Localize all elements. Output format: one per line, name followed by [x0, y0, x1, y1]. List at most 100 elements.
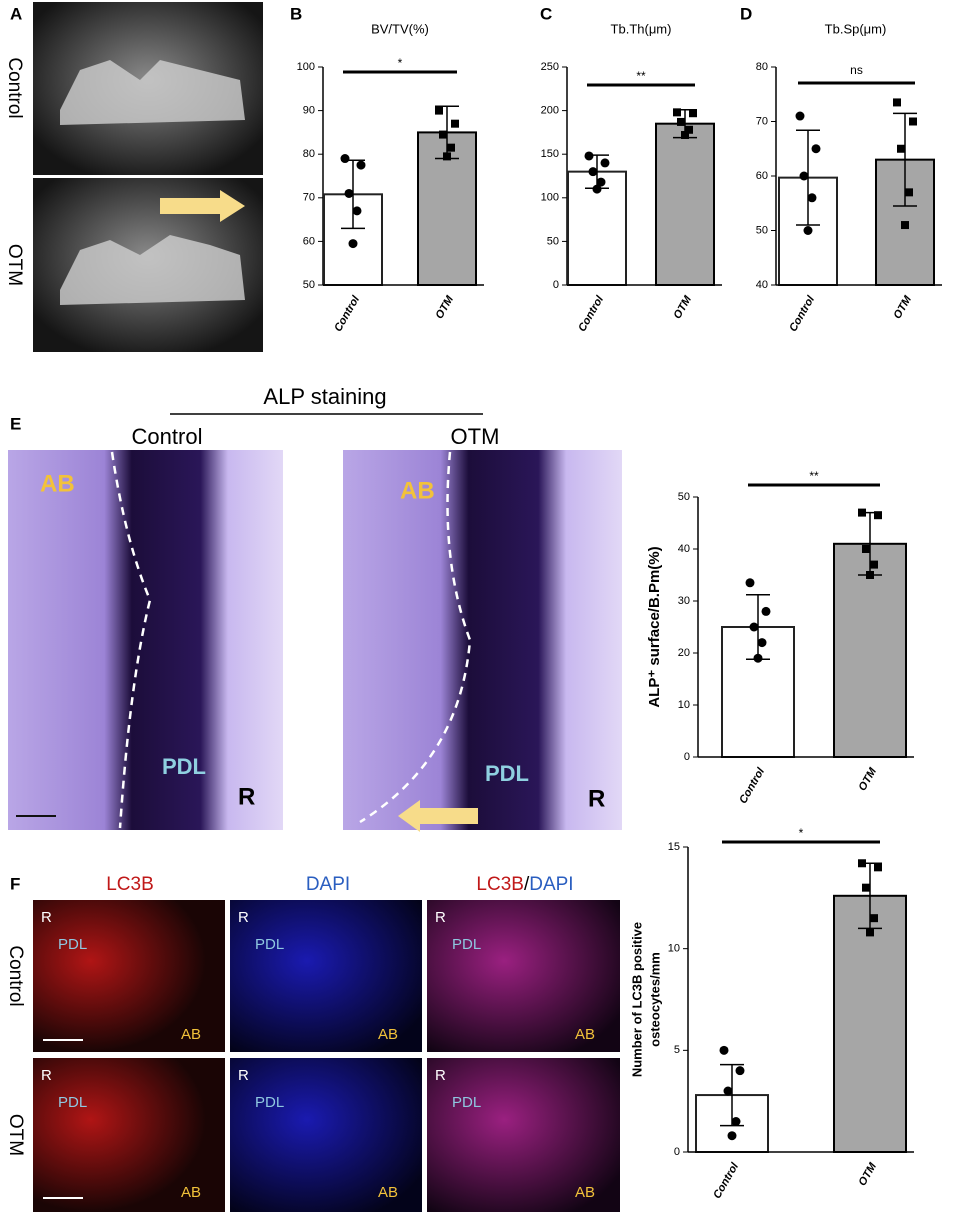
- data-point: [727, 1131, 737, 1141]
- data-point: [893, 98, 901, 107]
- y-tick-label: 15: [668, 841, 680, 853]
- image-label: AB: [575, 1026, 595, 1043]
- data-point: [600, 158, 610, 168]
- data-point: [795, 111, 805, 121]
- image-label: R: [41, 909, 52, 926]
- data-point: [719, 1045, 729, 1055]
- significance: **: [809, 469, 819, 483]
- image-label: PDL: [485, 761, 529, 786]
- y-tick-label: 5: [674, 1044, 680, 1056]
- data-point: [870, 560, 878, 569]
- panel-letter: E: [10, 414, 21, 433]
- data-point: [681, 131, 689, 140]
- data-point: [874, 511, 882, 520]
- x-tick-label: OTM: [671, 293, 694, 321]
- section-title: ALP staining: [263, 384, 386, 409]
- image-label: R: [435, 909, 446, 926]
- significance: ns: [850, 63, 863, 77]
- y-tick-label: 100: [297, 61, 315, 73]
- data-point: [897, 144, 905, 153]
- x-tick-label: Control: [711, 1160, 741, 1201]
- x-tick-label: OTM: [433, 293, 456, 321]
- y-axis-label: Number of LC3B positive: [629, 922, 644, 1077]
- image-label: AB: [378, 1184, 398, 1201]
- column-header: DAPI: [306, 874, 350, 895]
- data-point: [803, 226, 813, 235]
- data-point: [909, 117, 917, 126]
- image-label: R: [41, 1067, 52, 1084]
- image-label: PDL: [162, 754, 206, 779]
- data-point: [689, 109, 697, 118]
- y-tick-label: 80: [756, 61, 768, 73]
- y-tick-label: 150: [541, 148, 559, 160]
- y-axis-label: ALP⁺ surface/B.Pm(%): [646, 546, 663, 707]
- data-point: [866, 928, 874, 937]
- bar: [655, 122, 715, 287]
- x-tick-label: OTM: [856, 1160, 879, 1188]
- y-tick-label: 70: [303, 192, 315, 204]
- group-label: OTM: [451, 424, 500, 449]
- group-label: Control: [132, 424, 203, 449]
- y-tick-label: 90: [303, 105, 315, 117]
- data-point: [749, 622, 759, 632]
- x-tick-label: Control: [787, 293, 817, 334]
- panel-letter: D: [740, 4, 752, 23]
- column-header: LC3B/DAPI: [476, 874, 573, 895]
- y-tick-label: 0: [684, 751, 690, 763]
- data-point: [447, 143, 455, 152]
- panel-letter: F: [10, 874, 20, 893]
- y-tick-label: 50: [303, 279, 315, 291]
- x-tick-label: Control: [576, 293, 606, 334]
- data-point: [723, 1086, 733, 1096]
- row-label: Control: [4, 57, 25, 118]
- data-point: [352, 206, 362, 216]
- data-point: [451, 119, 459, 128]
- y-tick-label: 50: [547, 235, 559, 247]
- image-label: PDL: [255, 1094, 284, 1111]
- data-point: [870, 914, 878, 923]
- data-point: [443, 152, 451, 161]
- x-tick-label: Control: [332, 293, 362, 334]
- data-point: [731, 1117, 741, 1126]
- y-tick-label: 60: [756, 170, 768, 182]
- data-point: [673, 108, 681, 117]
- image-label: R: [238, 1067, 249, 1084]
- y-tick-label: 0: [553, 279, 559, 291]
- y-axis-label: osteocytes/mm: [647, 952, 662, 1047]
- data-point: [901, 221, 909, 230]
- data-point: [435, 106, 443, 115]
- y-tick-label: 10: [668, 943, 680, 955]
- data-point: [340, 154, 350, 164]
- header-part: /: [524, 874, 530, 895]
- data-point: [858, 508, 866, 517]
- data-point: [811, 144, 821, 154]
- data-point: [874, 863, 882, 872]
- chart-title: Tb.Sp(μm): [825, 21, 887, 36]
- y-tick-label: 50: [756, 224, 768, 236]
- image-label: PDL: [58, 1094, 87, 1111]
- data-point: [745, 578, 755, 588]
- data-point: [862, 545, 870, 553]
- significance: *: [799, 826, 804, 840]
- y-tick-label: 100: [541, 192, 559, 204]
- x-tick-label: OTM: [856, 765, 879, 793]
- image-label: PDL: [452, 1094, 481, 1111]
- image-label: AB: [400, 477, 435, 504]
- y-tick-label: 200: [541, 105, 559, 117]
- image-label: PDL: [255, 936, 284, 953]
- chart-title: BV/TV(%): [371, 21, 429, 36]
- data-point: [761, 606, 771, 616]
- significance: **: [636, 69, 646, 83]
- data-point: [592, 184, 602, 194]
- data-point: [807, 193, 817, 203]
- bar: [833, 542, 907, 758]
- image-label: R: [238, 909, 249, 926]
- image-label: R: [435, 1067, 446, 1084]
- x-tick-label: OTM: [891, 293, 914, 321]
- image-label: AB: [40, 470, 75, 497]
- data-point: [862, 883, 870, 892]
- panel-letter: C: [540, 4, 552, 23]
- data-point: [584, 151, 594, 161]
- data-point: [344, 188, 354, 198]
